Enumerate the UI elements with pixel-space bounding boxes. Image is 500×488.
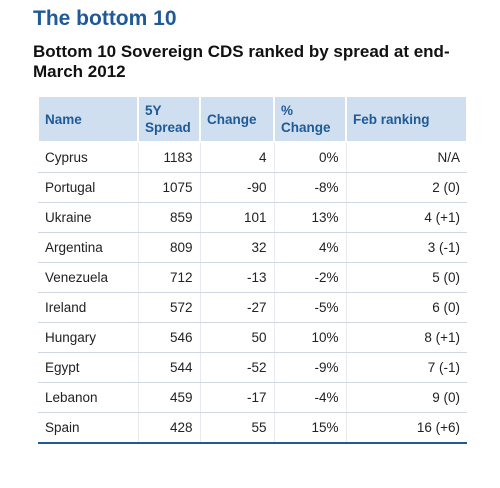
cell-change: 50 — [200, 322, 275, 353]
table-body: Cyprus 1183 4 0% N/A Portugal 1075 -90 -8% 2 (0) U… — [38, 142, 467, 444]
cell-feb-ranking: 4 (+1) — [346, 202, 467, 233]
header-pct-change: % Change — [273, 95, 347, 143]
cell-spread: 546 — [138, 322, 201, 353]
cell-change: -17 — [200, 382, 275, 413]
cell-spread: 459 — [138, 382, 201, 413]
cell-pct-change: -5% — [274, 292, 347, 323]
cell-pct-change: -9% — [274, 352, 347, 383]
cell-change: -52 — [200, 352, 275, 383]
cell-feb-ranking: 16 (+6) — [346, 412, 467, 444]
cell-feb-ranking: 2 (0) — [346, 172, 467, 203]
cell-change: -13 — [200, 262, 275, 293]
table-row: Hungary 546 50 10% 8 (+1) — [38, 322, 467, 353]
table-row: Ireland 572 -27 -5% 6 (0) — [38, 292, 467, 323]
cell-name: Egypt — [38, 352, 139, 383]
table-row: Argentina 809 32 4% 3 (-1) — [38, 232, 467, 263]
cell-pct-change: 0% — [274, 142, 347, 173]
table-row: Portugal 1075 -90 -8% 2 (0) — [38, 172, 467, 203]
cell-spread: 544 — [138, 352, 201, 383]
header-5y-spread: 5Y Spread — [137, 95, 201, 143]
cell-spread: 428 — [138, 412, 201, 444]
header-name: Name — [37, 95, 139, 143]
cds-table: Name 5Y Spread Change% Change Feb ranking Cyp… — [37, 95, 468, 444]
table-row: Venezuela 712 -13 -2% 5 (0) — [38, 262, 467, 293]
page-title: The bottom 10 — [33, 7, 177, 30]
cell-spread: 1075 — [138, 172, 201, 203]
cell-name: Lebanon — [38, 382, 139, 413]
cell-change: -27 — [200, 292, 275, 323]
cell-name: Cyprus — [38, 142, 139, 173]
cell-feb-ranking: 5 (0) — [346, 262, 467, 293]
cell-name: Ukraine — [38, 202, 139, 233]
table-row: Spain 428 55 15% 16 (+6) — [38, 412, 467, 444]
header-change: Change — [199, 95, 275, 143]
cell-pct-change: 15% — [274, 412, 347, 444]
cell-change: 32 — [200, 232, 275, 263]
cell-pct-change: -4% — [274, 382, 347, 413]
cell-feb-ranking: 8 (+1) — [346, 322, 467, 353]
cell-feb-ranking: 6 (0) — [346, 292, 467, 323]
cell-spread: 572 — [138, 292, 201, 323]
cell-pct-change: 10% — [274, 322, 347, 353]
cell-name: Argentina — [38, 232, 139, 263]
cell-feb-ranking: 7 (-1) — [346, 352, 467, 383]
cell-spread: 809 — [138, 232, 201, 263]
table-row: Lebanon 459 -17 -4% 9 (0) — [38, 382, 467, 413]
cell-name: Spain — [38, 412, 139, 444]
cell-pct-change: 13% — [274, 202, 347, 233]
cell-spread: 1183 — [138, 142, 201, 173]
cell-spread: 859 — [138, 202, 201, 233]
cell-pct-change: -2% — [274, 262, 347, 293]
table-row: Ukraine 859 101 13% 4 (+1) — [38, 202, 467, 233]
cell-spread: 712 — [138, 262, 201, 293]
cell-feb-ranking: N/A — [346, 142, 467, 173]
header-feb-ranking: Feb ranking — [345, 95, 468, 143]
cell-name: Ireland — [38, 292, 139, 323]
cell-pct-change: -8% — [274, 172, 347, 203]
cell-pct-change: 4% — [274, 232, 347, 263]
cell-name: Venezuela — [38, 262, 139, 293]
cell-change: 55 — [200, 412, 275, 444]
table-row: Cyprus 1183 4 0% N/A — [38, 142, 467, 173]
cell-feb-ranking: 3 (-1) — [346, 232, 467, 263]
cell-feb-ranking: 9 (0) — [346, 382, 467, 413]
cell-change: 101 — [200, 202, 275, 233]
cell-change: 4 — [200, 142, 275, 173]
table-header-row: Name 5Y Spread Change% Change Feb ranking — [37, 95, 468, 143]
cell-change: -90 — [200, 172, 275, 203]
table-subtitle: Bottom 10 Sovereign CDS ranked by spread… — [33, 42, 450, 81]
table-row: Egypt 544 -52 -9% 7 (-1) — [38, 352, 467, 383]
cell-name: Hungary — [38, 322, 139, 353]
cell-name: Portugal — [38, 172, 139, 203]
